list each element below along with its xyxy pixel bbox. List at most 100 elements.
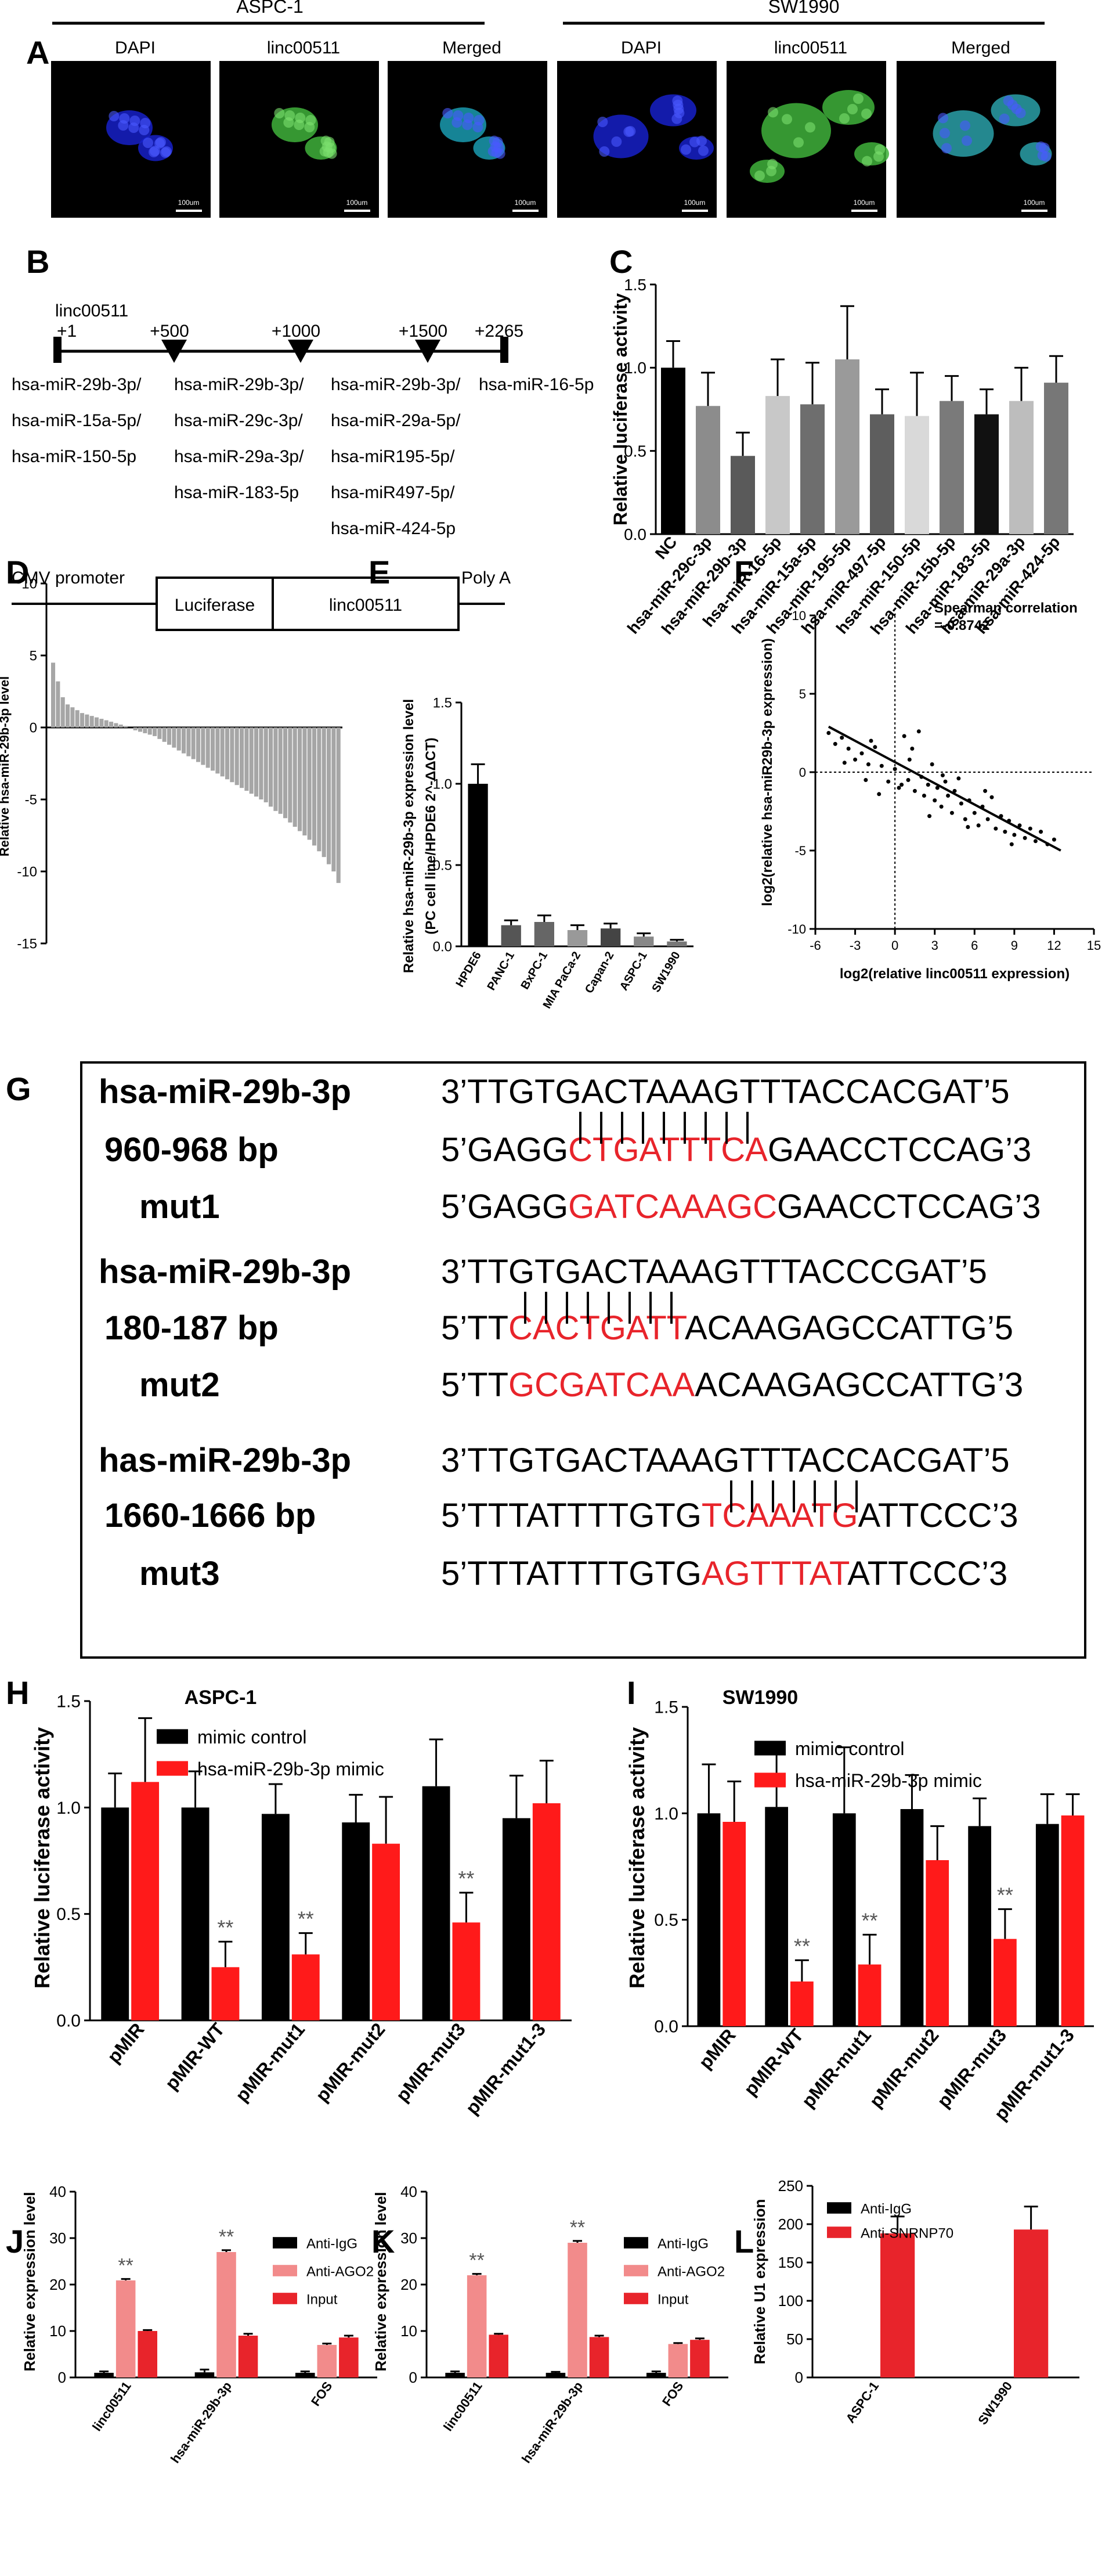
nucleus bbox=[139, 125, 150, 135]
nucleus bbox=[625, 126, 636, 136]
chart-f-annotation-value: =-0.8742 bbox=[934, 618, 989, 633]
chart-i-bar bbox=[858, 1964, 882, 2026]
chart-d-bar bbox=[147, 727, 152, 735]
sequence-highlight: GCGATCAA bbox=[508, 1366, 695, 1404]
luciferase-label: Luciferase bbox=[175, 596, 255, 615]
chart-f-y-tick-label: -10 bbox=[788, 922, 806, 936]
chart-f-point bbox=[933, 798, 937, 803]
mirna-site-label: hsa-miR-16-5p bbox=[479, 375, 594, 394]
nucleus bbox=[611, 136, 622, 147]
chart-f-point bbox=[886, 779, 891, 784]
panel-letter-j: J bbox=[6, 2223, 24, 2260]
chart-d-bar bbox=[259, 727, 263, 799]
image-aspc1-merged: 100um bbox=[388, 61, 547, 218]
chart-f-point bbox=[926, 783, 930, 787]
scale-bar-label: 100um bbox=[854, 199, 875, 207]
chart-f-point bbox=[959, 801, 963, 806]
scale-bar-label: 100um bbox=[1024, 199, 1045, 207]
chart-f-point bbox=[949, 810, 954, 815]
scale-bar-label: 100um bbox=[515, 199, 536, 207]
chart-h-bar bbox=[291, 1954, 320, 2020]
chart-f-point bbox=[976, 823, 981, 828]
chart-h-bar bbox=[342, 1822, 370, 2020]
chart-i-x-tick-label: pMIR bbox=[695, 2024, 740, 2073]
chart-k-y-tick-label: 40 bbox=[400, 2183, 417, 2200]
chart-k-bar bbox=[568, 2243, 587, 2377]
sequence-row-label: mut1 bbox=[139, 1188, 220, 1226]
chart-f-x-tick-label: 0 bbox=[891, 938, 898, 953]
panel-letter-e: E bbox=[369, 554, 390, 590]
chart-f-point bbox=[900, 783, 904, 787]
chart-d-bar bbox=[201, 727, 205, 765]
nucleus bbox=[156, 137, 166, 147]
chart-f-point bbox=[963, 817, 967, 822]
chart-d-bar bbox=[288, 727, 292, 823]
chart-i-legend-item: mimic control bbox=[795, 1738, 904, 1759]
nucleus bbox=[940, 128, 950, 139]
nucleus bbox=[847, 104, 858, 114]
chart-c-bar bbox=[870, 414, 894, 534]
chart-f-point bbox=[910, 747, 915, 751]
mirna-site-label: hsa-miR-29b-3p/ bbox=[174, 375, 304, 394]
chart-h-significance: ** bbox=[458, 1867, 474, 1890]
chart-k-bar bbox=[589, 2337, 609, 2377]
cell-cluster bbox=[650, 94, 696, 127]
chart-c-bar bbox=[661, 368, 685, 534]
chart-k-bar bbox=[646, 2373, 666, 2377]
chart-h-bar bbox=[422, 1786, 450, 2020]
chart-k-y-tick-label: 20 bbox=[400, 2276, 417, 2293]
chart-d-bar bbox=[230, 727, 234, 783]
chart-f-point bbox=[893, 767, 897, 772]
chart-f-point bbox=[916, 729, 921, 734]
chart-d-bar bbox=[263, 727, 268, 802]
nucleus bbox=[274, 108, 285, 118]
chart-c-y-label: Relative luciferase activity bbox=[610, 293, 631, 525]
chart-k-significance: ** bbox=[469, 2250, 484, 2272]
chart-d-bar bbox=[269, 727, 273, 807]
position-label: +500 bbox=[150, 322, 189, 341]
chart-e-bar bbox=[634, 936, 654, 946]
chart-i-y-tick-label: 0.5 bbox=[654, 1911, 678, 1930]
nucleus bbox=[861, 109, 872, 119]
chart-f-point bbox=[869, 738, 873, 743]
chart-f-point bbox=[922, 794, 926, 798]
chart-j-legend-item: Anti-AGO2 bbox=[306, 2264, 374, 2279]
chart-c-bar bbox=[696, 406, 720, 534]
chart-c-bar bbox=[835, 359, 859, 534]
panel-letter-i: I bbox=[627, 1674, 636, 1711]
sequence-row-label: hsa-miR-29b-3p bbox=[99, 1073, 351, 1111]
chart-d-bar bbox=[186, 727, 191, 756]
sequence-row-label: mut2 bbox=[139, 1366, 220, 1404]
chart-d-y-tick-label: 0 bbox=[30, 720, 37, 736]
chart-l-bar bbox=[1014, 2229, 1049, 2377]
chart-f-point bbox=[842, 761, 847, 765]
sequence-row-label: hsa-miR-29b-3p bbox=[99, 1253, 351, 1291]
chart-d-bar bbox=[211, 727, 215, 771]
nucleus bbox=[489, 135, 500, 146]
nucleus bbox=[472, 122, 483, 132]
chart-l-y-tick-label: 150 bbox=[778, 2254, 803, 2271]
chart-f-point bbox=[866, 762, 870, 766]
image-title: DAPI bbox=[621, 38, 662, 57]
panel-letter-c: C bbox=[609, 243, 633, 280]
chart-i-legend-swatch bbox=[754, 1772, 786, 1788]
panel-letter-h: H bbox=[6, 1674, 29, 1711]
chart-j-bar bbox=[339, 2337, 359, 2377]
sequence-text: 5’GAGGGATCAAAGCGAACCTCCAG’3 bbox=[441, 1188, 1041, 1226]
nucleus bbox=[805, 122, 815, 133]
chart-e-x-tick-label: ASPC-1 bbox=[617, 950, 650, 993]
chart-i-title: SW1990 bbox=[723, 1687, 798, 1709]
nucleus bbox=[1037, 150, 1048, 161]
nucleus bbox=[597, 117, 608, 127]
chart-d-bar bbox=[95, 717, 99, 727]
chart-f-point bbox=[1039, 830, 1043, 834]
chart-f-x-tick-label: -3 bbox=[850, 938, 861, 953]
chart-j-bar bbox=[317, 2345, 337, 2377]
chart-e-bar bbox=[534, 922, 554, 946]
nucleus bbox=[161, 146, 172, 157]
chart-e-y-label: Relative hsa-miR-29b-3p expression level bbox=[401, 699, 417, 973]
image-sw1990-linc00511: 100um bbox=[727, 61, 889, 218]
nucleus bbox=[938, 113, 948, 124]
sequence-box bbox=[80, 1061, 1086, 1659]
chart-k-legend-item: Anti-AGO2 bbox=[658, 2264, 725, 2279]
